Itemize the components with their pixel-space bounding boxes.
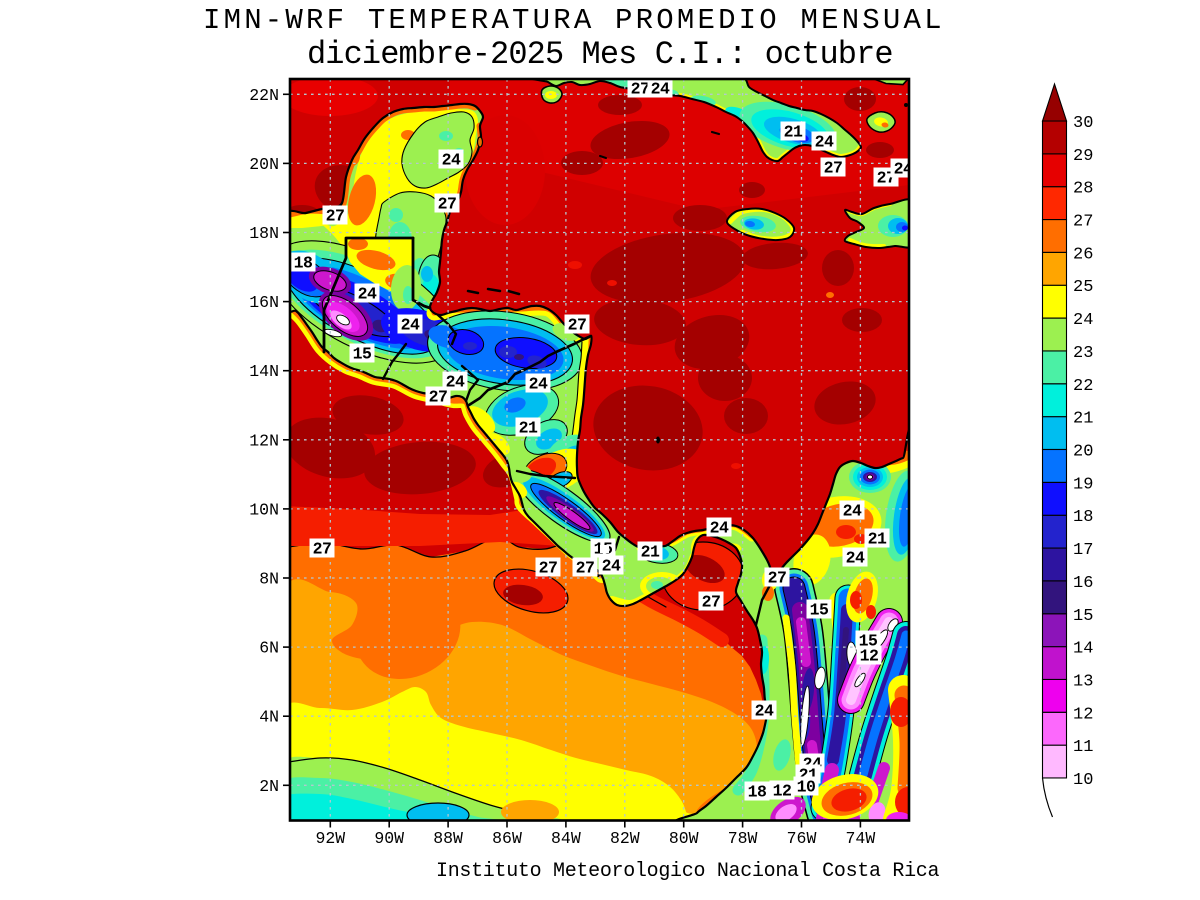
svg-text:27: 27 [568, 316, 587, 335]
svg-text:26: 26 [1073, 245, 1093, 264]
svg-text:74W: 74W [846, 829, 876, 848]
svg-text:14N: 14N [249, 362, 279, 381]
svg-text:27: 27 [824, 159, 843, 178]
svg-text:23: 23 [1073, 344, 1093, 363]
svg-text:17: 17 [1073, 541, 1093, 560]
svg-text:27: 27 [576, 559, 595, 578]
svg-text:24: 24 [529, 375, 548, 394]
svg-text:Instituto Meteorologico Nacion: Instituto Meteorologico Nacional Costa R… [436, 860, 939, 883]
svg-text:24: 24 [755, 702, 774, 721]
svg-text:90W: 90W [374, 829, 404, 848]
svg-text:24: 24 [442, 151, 461, 170]
svg-text:88W: 88W [433, 829, 463, 848]
svg-text:12: 12 [860, 647, 879, 666]
svg-text:11: 11 [1073, 738, 1093, 757]
svg-text:22N: 22N [249, 86, 279, 105]
svg-text:10N: 10N [249, 500, 279, 519]
svg-text:24: 24 [358, 285, 377, 304]
svg-text:21: 21 [641, 543, 660, 562]
svg-text:27: 27 [326, 207, 345, 226]
svg-text:18: 18 [748, 783, 767, 802]
svg-text:82W: 82W [610, 829, 640, 848]
svg-text:20N: 20N [249, 155, 279, 174]
svg-text:27: 27 [1073, 213, 1093, 232]
svg-text:27: 27 [438, 195, 457, 214]
svg-text:24: 24 [602, 557, 621, 576]
svg-text:20: 20 [1073, 443, 1093, 462]
svg-text:92W: 92W [315, 829, 345, 848]
svg-text:13: 13 [1073, 673, 1093, 692]
svg-text:24: 24 [710, 519, 729, 538]
svg-text:21: 21 [1073, 410, 1093, 429]
svg-text:21: 21 [519, 419, 538, 438]
svg-text:18N: 18N [249, 224, 279, 243]
svg-text:24: 24 [401, 316, 420, 335]
svg-text:24: 24 [846, 549, 865, 568]
svg-text:27: 27 [313, 540, 332, 559]
svg-text:15: 15 [1073, 607, 1093, 626]
svg-text:10: 10 [1073, 771, 1093, 790]
svg-text:24: 24 [446, 373, 465, 392]
svg-text:IMN-WRF TEMPERATURA PROMEDIO: IMN-WRF TEMPERATURA PROMEDIO MENSUAL [203, 4, 945, 37]
svg-text:2N: 2N [259, 777, 279, 796]
svg-text:12: 12 [773, 782, 792, 801]
svg-text:30: 30 [1073, 114, 1093, 133]
svg-text:27: 27 [429, 388, 448, 407]
svg-text:24: 24 [894, 160, 913, 179]
svg-text:15: 15 [353, 345, 372, 364]
svg-text:6N: 6N [259, 639, 279, 658]
svg-text:21: 21 [868, 530, 887, 549]
svg-text:24: 24 [843, 502, 862, 521]
svg-text:78W: 78W [728, 829, 758, 848]
svg-text:10: 10 [797, 778, 816, 797]
svg-text:4N: 4N [259, 708, 279, 727]
svg-text:27: 27 [768, 569, 787, 588]
svg-text:27: 27 [539, 559, 558, 578]
svg-text:29: 29 [1073, 147, 1093, 166]
svg-text:24: 24 [651, 80, 670, 99]
svg-text:18: 18 [1073, 508, 1093, 527]
svg-text:22: 22 [1073, 377, 1093, 396]
svg-text:76W: 76W [787, 829, 817, 848]
svg-text:12N: 12N [249, 431, 279, 450]
svg-text:15: 15 [810, 601, 829, 620]
svg-text:16: 16 [1073, 574, 1093, 593]
svg-text:84W: 84W [551, 829, 581, 848]
svg-text:18: 18 [294, 254, 313, 273]
svg-text:24: 24 [815, 133, 834, 152]
svg-text:27: 27 [702, 593, 721, 612]
svg-text:12: 12 [1073, 705, 1093, 724]
svg-text:16N: 16N [249, 293, 279, 312]
svg-text:diciembre-2025 Mes C.I.: octub: diciembre-2025 Mes C.I.: octubre [307, 36, 893, 73]
svg-text:86W: 86W [492, 829, 522, 848]
svg-text:24: 24 [1073, 311, 1093, 330]
svg-text:28: 28 [1073, 180, 1093, 199]
svg-text:8N: 8N [259, 570, 279, 589]
svg-text:21: 21 [784, 123, 803, 142]
svg-text:14: 14 [1073, 640, 1093, 659]
svg-text:27: 27 [631, 80, 650, 99]
svg-text:80W: 80W [669, 829, 699, 848]
svg-text:19: 19 [1073, 475, 1093, 494]
svg-text:25: 25 [1073, 278, 1093, 297]
